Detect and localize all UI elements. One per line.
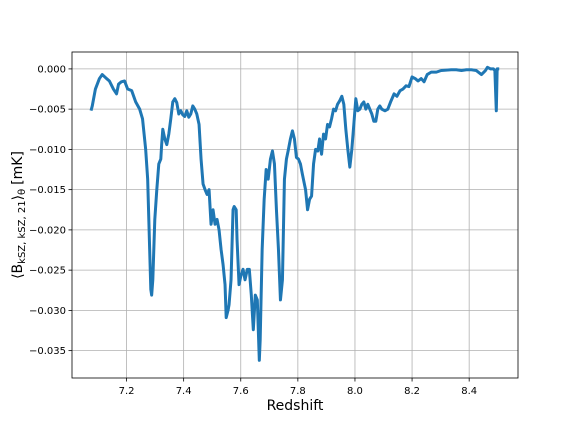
y-tick-label: −0.010 (29, 145, 66, 156)
y-label-sub: kSZ, kSZ, 21 (17, 200, 28, 263)
y-tick-label: 0.000 (37, 64, 66, 75)
x-axis-label: Redshift (267, 398, 324, 414)
data-line (89, 65, 500, 362)
y-axis-label: ⟨BkSZ, kSZ, 21⟩θ [mK] (10, 151, 28, 279)
y-label-sub2: θ (17, 189, 28, 195)
x-tick-label: 8.0 (347, 386, 363, 397)
plot-area (89, 65, 500, 362)
y-tick-label: −0.025 (29, 266, 66, 277)
y-label-close: ⟩ (10, 195, 26, 200)
x-tick-label: 7.2 (119, 386, 135, 397)
x-tick-label: 7.6 (233, 386, 249, 397)
axes-frame (71, 51, 519, 379)
x-tick-label: 7.8 (290, 386, 306, 397)
y-tick-label: −0.020 (29, 225, 66, 236)
y-tick-label: −0.035 (29, 346, 66, 357)
y-tick-label: −0.015 (29, 185, 66, 196)
y-label-main: ⟨B (10, 264, 26, 279)
grid (72, 52, 518, 378)
x-tick-label: 8.4 (461, 386, 477, 397)
y-tick-label: −0.005 (29, 105, 66, 116)
y-label-unit: [mK] (10, 151, 26, 185)
x-tick-label: 7.4 (176, 386, 192, 397)
x-tick-label: 8.2 (404, 386, 420, 397)
y-tick-label: −0.030 (29, 306, 66, 317)
